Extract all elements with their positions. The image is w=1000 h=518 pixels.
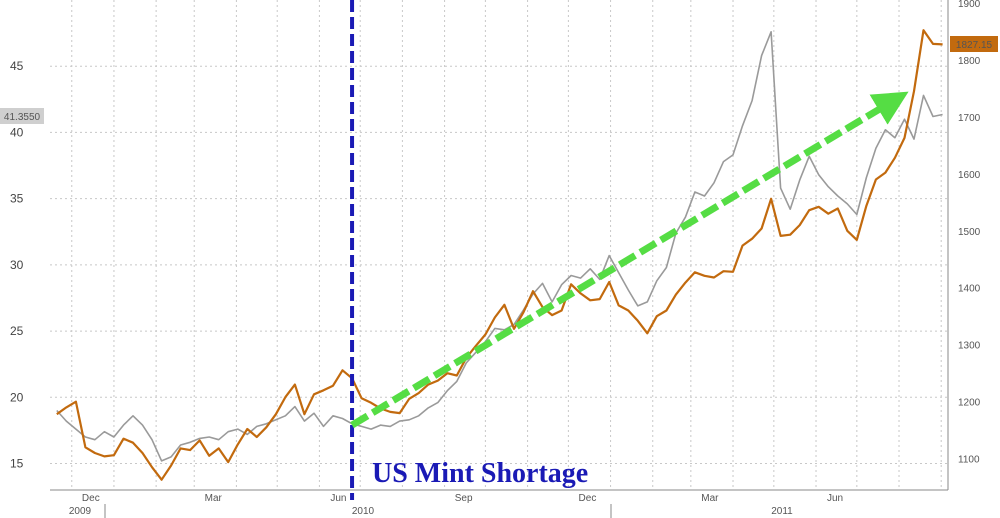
series-line-right <box>56 29 943 481</box>
x-tick-label: Dec <box>82 493 100 504</box>
left-axis: 15 20 25 30 35 40 45 <box>10 59 24 470</box>
right-tick-label: 1800 <box>958 56 981 67</box>
last-value-left: 41.3550 <box>0 108 44 124</box>
left-tick-label: 40 <box>10 125 24 139</box>
right-tick-label: 1400 <box>958 284 981 295</box>
plot-area <box>56 29 943 481</box>
right-axis: 1100 1200 1300 1400 1500 1600 1700 1800 1900 <box>958 0 981 466</box>
year-label: 2011 <box>771 506 793 517</box>
left-tick-label: 15 <box>10 457 24 471</box>
year-label: 2009 <box>69 506 92 517</box>
right-tick-label: 1100 <box>958 455 980 466</box>
left-tick-label: 20 <box>10 390 24 404</box>
annotation-text: US Mint Shortage <box>372 458 588 489</box>
trend-arrow <box>350 91 909 429</box>
x-tick-label: Mar <box>701 493 719 504</box>
right-tick-label: 1700 <box>958 113 981 124</box>
last-value-right-label: 1827.15 <box>956 40 993 51</box>
x-tick-label: Jun <box>330 493 346 504</box>
grid <box>50 0 948 490</box>
right-tick-label: 1900 <box>958 0 981 10</box>
right-tick-label: 1500 <box>958 227 981 238</box>
x-tick-label: Jun <box>827 493 843 504</box>
right-tick-label: 1200 <box>958 398 981 409</box>
left-tick-label: 35 <box>10 192 24 206</box>
left-tick-label: 25 <box>10 324 24 338</box>
left-tick-label: 30 <box>10 258 24 272</box>
series-line-left <box>56 30 943 462</box>
x-tick-label: Dec <box>579 493 597 504</box>
x-tick-label: Mar <box>205 493 223 504</box>
x-tick-label: Sep <box>455 493 473 504</box>
last-value-left-label: 41.3550 <box>4 112 41 123</box>
year-label: 2010 <box>352 506 375 517</box>
right-tick-label: 1300 <box>958 341 981 352</box>
bottom-axis: Dec Mar Jun Sep Dec Mar Jun 2009 2010 2011 <box>50 0 949 518</box>
last-value-right: 1827.15 <box>950 36 998 52</box>
left-tick-label: 45 <box>10 59 24 73</box>
right-tick-label: 1600 <box>958 170 981 181</box>
